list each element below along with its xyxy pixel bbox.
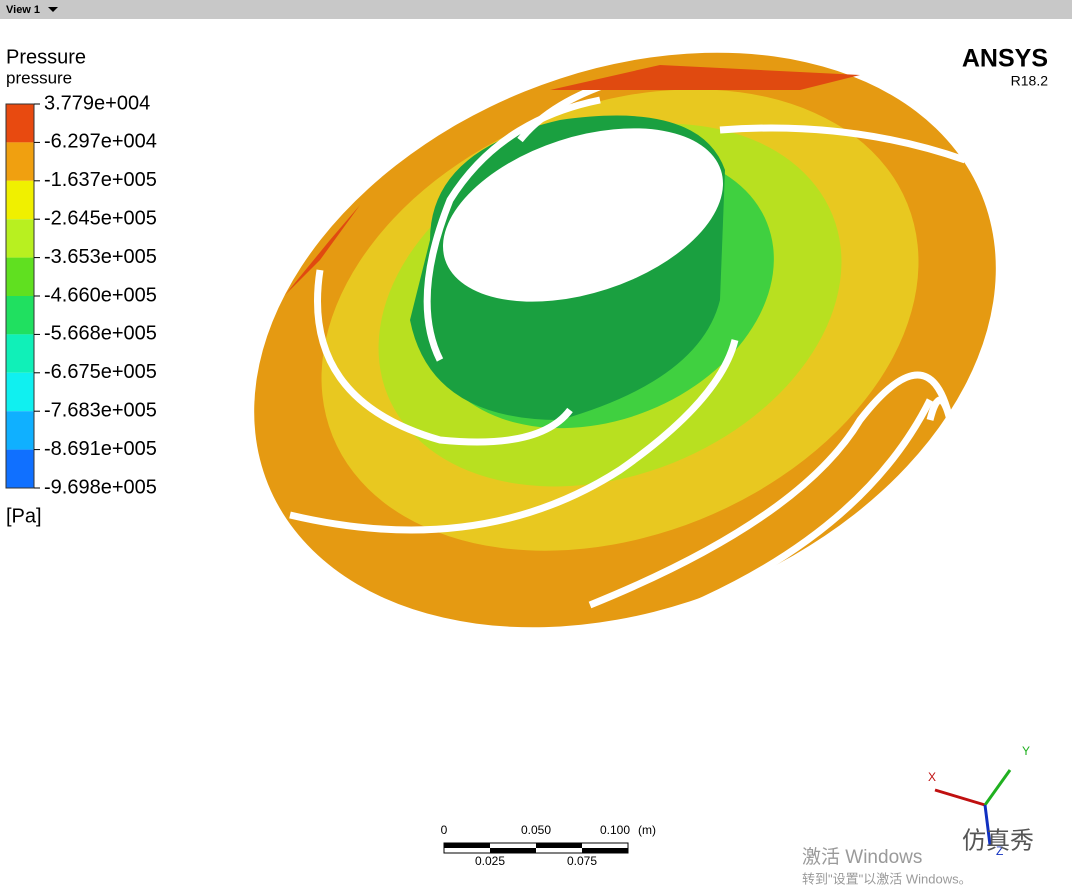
legend-swatch [6, 104, 34, 143]
axis-z [983, 804, 992, 846]
watermark-activate: 激活 Windows [802, 846, 922, 868]
logo-brand: ANSYS [962, 45, 1048, 73]
watermark-brand: 仿真秀 [962, 827, 1034, 854]
legend-variable: pressure [6, 68, 72, 87]
legend-title: Pressure [6, 46, 86, 68]
scale-bar-segment [536, 843, 582, 848]
axis-triad [934, 769, 1012, 846]
view-tab-bar [0, 0, 1072, 19]
scale-unit: (m) [638, 823, 656, 837]
legend-label: -3.653e+005 [44, 246, 157, 268]
axis-y-label: Y [1022, 744, 1030, 758]
scale-label: 0 [441, 823, 448, 837]
scale-label: 0.075 [567, 854, 597, 868]
axis-y [983, 769, 1012, 806]
axis-z-label: Z [996, 844, 1003, 858]
legend-label: -6.297e+004 [44, 131, 157, 153]
scale-label: 0.050 [521, 823, 551, 837]
scale-bar-segment [582, 848, 628, 853]
view-tab-label[interactable]: View 1 [6, 4, 40, 16]
legend-swatch [6, 219, 34, 258]
axis-x [934, 788, 986, 807]
legend-swatch [6, 449, 34, 488]
legend-label: -9.698e+005 [44, 476, 157, 498]
legend-label: -8.691e+005 [44, 438, 157, 460]
scale-bar-segment [444, 843, 490, 848]
blades [289, 66, 967, 644]
impeller [254, 52, 996, 644]
scale-label: 0.100 [600, 823, 630, 837]
legend-swatch [6, 372, 34, 412]
legend-label: -4.660e+005 [44, 284, 157, 306]
scale-bar [443, 842, 629, 854]
legend: 3.779e+004 -6.297e+004 -1.637e+005 -2.645e+… [5, 92, 157, 498]
legend-swatch [6, 180, 34, 220]
legend-swatch [6, 296, 34, 335]
legend-label: 3.779e+004 [44, 92, 150, 114]
legend-label: -1.637e+005 [44, 169, 157, 191]
scale-label: 0.025 [475, 854, 505, 868]
watermark-hint: 转到"设置"以激活 Windows。 [802, 871, 972, 886]
legend-unit: [Pa] [6, 505, 42, 527]
hot-spot [550, 65, 860, 90]
legend-swatch [6, 334, 34, 373]
eye [443, 128, 723, 302]
legend-label: -6.675e+005 [44, 361, 157, 383]
legend-label: -7.683e+005 [44, 399, 157, 421]
legend-label: -5.668e+005 [44, 323, 157, 345]
logo-version: R18.2 [1011, 73, 1049, 89]
legend-swatch [6, 411, 34, 450]
axis-x-label: X [928, 770, 936, 784]
scale-bar-segment [490, 848, 536, 853]
legend-swatch [6, 257, 34, 296]
hot-spot [285, 205, 360, 295]
legend-label: -2.645e+005 [44, 207, 157, 229]
view-tab-arrow[interactable] [48, 7, 58, 12]
legend-swatch [6, 142, 34, 181]
